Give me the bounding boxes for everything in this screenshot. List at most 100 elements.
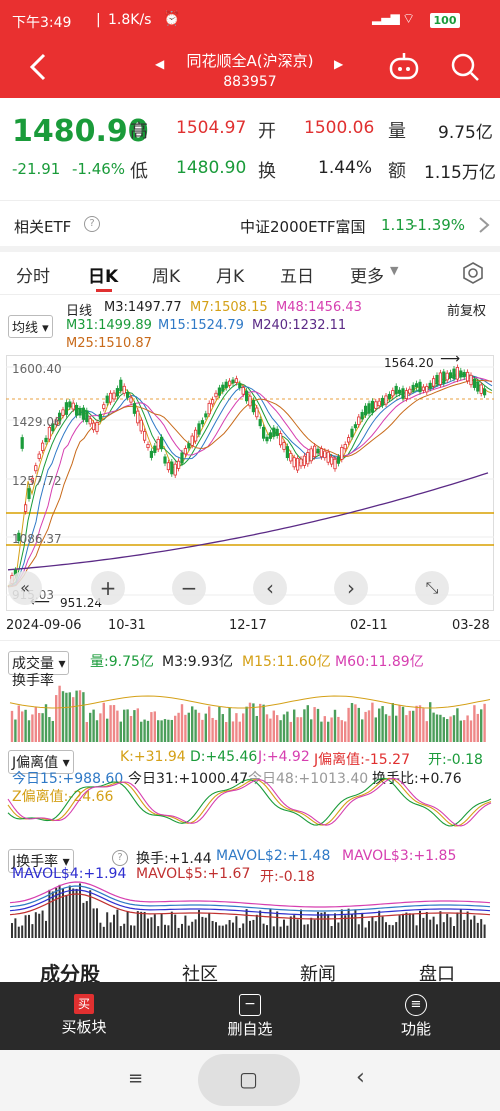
etf-pct: -1.39%: [412, 216, 466, 234]
jbias-indicator: 今日15:+988.60: [12, 771, 124, 787]
system-nav-bar: ≡ ▢ ‹: [0, 1050, 500, 1111]
etf-label: 相关ETF: [14, 218, 72, 236]
search-icon[interactable]: [450, 52, 480, 82]
tab-news[interactable]: 新闻: [300, 964, 336, 985]
divider: [0, 294, 500, 295]
chevron-right-icon: [479, 217, 490, 233]
high-label: 高: [130, 121, 148, 142]
ma-selector[interactable]: 均线 ▾: [8, 315, 53, 338]
price-change-pct: -1.46%: [72, 160, 126, 178]
jturn-chart[interactable]: [6, 868, 494, 938]
help-icon[interactable]: ?: [112, 850, 128, 866]
high-value: 1504.97: [176, 118, 247, 138]
volume-value: 9.75亿: [438, 123, 493, 143]
x-tick: 12-17: [229, 618, 267, 633]
signal-icon: ▂▄▆: [372, 11, 400, 25]
jbias-indicator: K:+31.94: [120, 749, 186, 765]
tab-five-day[interactable]: 五日: [280, 267, 314, 287]
collapse-left-icon[interactable]: «: [8, 571, 42, 605]
jbias-indicator: D:+45.46: [190, 749, 258, 765]
tab-more[interactable]: 更多: [350, 267, 384, 287]
ma-selector-label: 均线: [12, 321, 39, 336]
status-time: 下午3:49: [12, 15, 72, 31]
help-icon[interactable]: ?: [84, 216, 100, 232]
volume-indicator: M3:9.93亿: [162, 654, 233, 670]
jbias-selector[interactable]: J偏离值 ▾: [8, 750, 74, 774]
jbias-chart[interactable]: [6, 772, 494, 838]
jbias-indicator: J偏离值:-15.27: [314, 752, 410, 768]
low-marker-label: 951.24: [60, 596, 102, 610]
period-tabs: 分时 日K 周K 月K 五日 更多 ▼: [0, 252, 500, 294]
y-tick: 1257.72: [12, 474, 62, 488]
etf-name: 中证2000ETF富国: [240, 218, 366, 236]
jbias-indicator: 开:-0.18: [428, 752, 483, 768]
zoom-in-button[interactable]: +: [91, 571, 125, 605]
back-icon[interactable]: [28, 53, 48, 81]
amount-value: 1.15万亿: [424, 163, 496, 183]
tab-intraday[interactable]: 分时: [16, 267, 50, 287]
zoom-out-button[interactable]: −: [172, 571, 206, 605]
tab-monthly-k[interactable]: 月K: [216, 267, 245, 287]
jturn-indicator: MAVOL$2:+1.48: [216, 848, 331, 864]
ma-value: M25:1510.87: [66, 336, 152, 351]
fullscreen-button[interactable]: ⤡: [415, 571, 449, 605]
action-bar: 买 买板块 − 删自选 ≡ 功能: [0, 982, 500, 1050]
volume-label: 量: [388, 121, 406, 142]
volume-selector[interactable]: 成交量 ▾: [8, 651, 70, 675]
ma-value: M240:1232.11: [252, 318, 347, 333]
wifi-icon: ⌔: [402, 11, 416, 27]
tab-community[interactable]: 社区: [182, 964, 218, 985]
jturn-selector[interactable]: J换手率 ▾: [8, 849, 74, 873]
divider: [0, 200, 500, 201]
robot-icon[interactable]: [388, 51, 420, 81]
divider: [0, 246, 500, 252]
y-tick: 1600.40: [12, 362, 62, 376]
home-icon[interactable]: ▢: [239, 1067, 258, 1091]
home-pill[interactable]: [198, 1054, 300, 1106]
status-speed: 1.8K/s: [108, 12, 152, 28]
functions-button[interactable]: ≡ 功能: [366, 990, 466, 1046]
pan-right-button[interactable]: ›: [334, 571, 368, 605]
turnover-label: 换: [258, 161, 276, 182]
etf-price: 1.13: [381, 216, 415, 234]
price-adjust-label[interactable]: 前复权: [447, 304, 487, 319]
tab-order-book[interactable]: 盘口: [419, 964, 455, 985]
next-stock-icon[interactable]: ▶: [334, 57, 344, 71]
jturn-indicator: MAVOL$5:+1.67: [136, 866, 251, 882]
pan-left-button[interactable]: ‹: [253, 571, 287, 605]
content-tabs: 成分股 社区 新闻 盘口: [0, 948, 500, 986]
recent-apps-icon[interactable]: ≡: [128, 1068, 144, 1089]
turnover-value: 1.44%: [318, 158, 373, 178]
candlestick-chart[interactable]: [6, 355, 494, 611]
buy-icon: 买: [74, 994, 94, 1014]
active-tab-indicator: [96, 289, 112, 292]
volume-chart[interactable]: [6, 672, 494, 742]
status-divider: |: [96, 12, 101, 28]
ma-value: M3:1497.77: [104, 300, 182, 315]
alarm-icon: ⏰: [163, 11, 181, 27]
jbias-indicator: J:+4.92: [258, 749, 310, 765]
jbias-indicator: 换手比:+0.76: [372, 771, 462, 787]
remove-watchlist-button[interactable]: − 删自选: [200, 990, 300, 1046]
low-label: 低: [130, 161, 148, 182]
remove-icon: −: [239, 994, 261, 1016]
tab-weekly-k[interactable]: 周K: [152, 267, 181, 287]
prev-stock-icon[interactable]: ◀: [155, 57, 165, 71]
volume-indicator: 量:9.75亿: [90, 654, 154, 670]
buy-sector-button[interactable]: 买 买板块: [34, 990, 134, 1046]
stock-code: 883957: [223, 74, 277, 90]
page-title: 同花顺全A(沪深京): [186, 52, 314, 70]
ma-value: M31:1499.89: [66, 318, 152, 333]
related-etf-row[interactable]: 相关ETF ? 中证2000ETF富国 1.13 -1.39%: [0, 204, 500, 246]
jbias-indicator: 今日31:+1000.47: [128, 771, 249, 787]
jbias-indicator: 今日48:+1013.40: [248, 771, 369, 787]
header-bar: 下午3:49 | 1.8K/s ⏰ ▂▄▆ ⌔ 100 ◀ 同花顺全A(沪深京)…: [0, 0, 500, 98]
back-nav-icon[interactable]: ‹: [356, 1065, 365, 1090]
open-label: 开: [258, 121, 276, 142]
tab-daily-k[interactable]: 日K: [88, 267, 119, 287]
volume-indicator: M60:11.89亿: [335, 654, 424, 670]
volume-selector-label: 成交量: [12, 656, 54, 672]
x-tick: 2024-09-06: [6, 618, 82, 633]
y-tick: 1086.37: [12, 532, 62, 546]
settings-icon[interactable]: [462, 262, 484, 284]
